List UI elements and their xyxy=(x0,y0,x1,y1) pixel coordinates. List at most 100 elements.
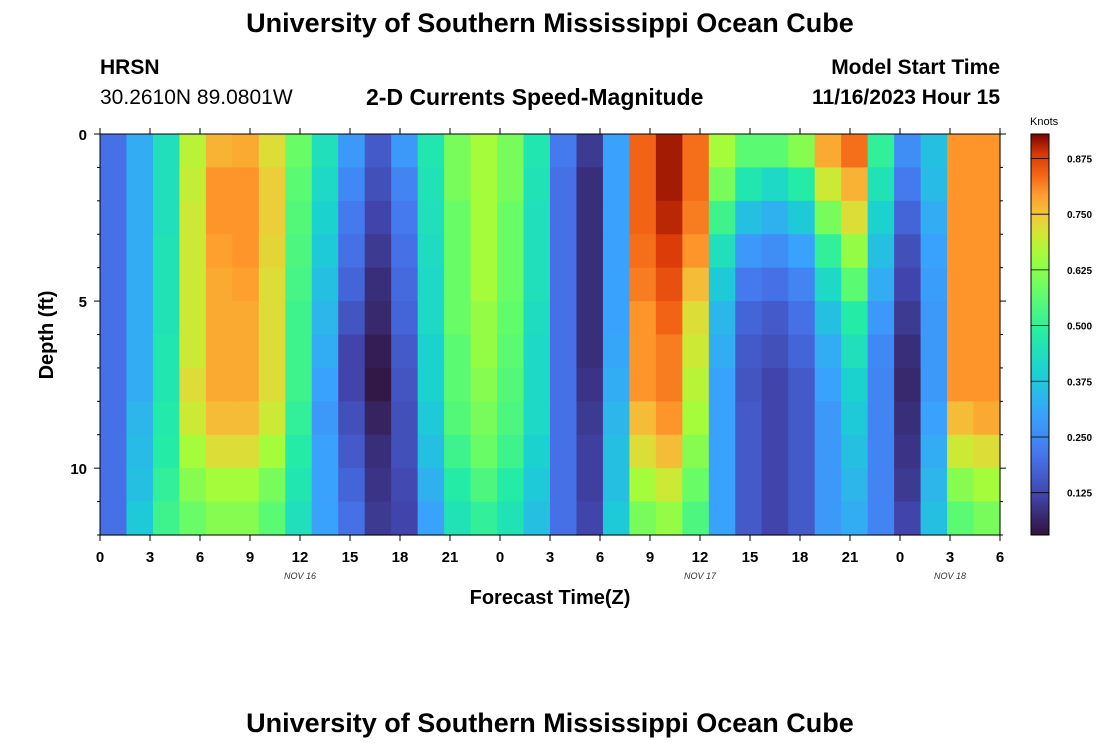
heatmap-cell xyxy=(973,167,1001,202)
heatmap-cell xyxy=(761,367,789,402)
colorbar: Knots 0.875 0.750 0.625 0.500 0.375 0.250 0.12… xyxy=(1030,116,1092,536)
heatmap-cell xyxy=(232,301,260,336)
heatmap-cell xyxy=(655,234,683,269)
heatmap-cell xyxy=(152,134,181,169)
heatmap-cell xyxy=(814,468,842,503)
heatmap-cell xyxy=(100,134,128,169)
heatmap-cell xyxy=(179,301,207,336)
heatmap-cell xyxy=(205,234,233,269)
heatmap-cell xyxy=(523,367,551,402)
colorbar-tick-label: 0.375 xyxy=(1067,377,1092,388)
heatmap-cell xyxy=(894,234,922,269)
heatmap-cell xyxy=(655,301,683,336)
heatmap-cell xyxy=(550,334,578,369)
date-label: NOV 17 xyxy=(684,571,717,581)
heatmap-cell xyxy=(338,401,366,436)
heatmap-cell xyxy=(470,167,498,202)
heatmap-cell xyxy=(867,468,895,503)
heatmap-cell xyxy=(735,401,763,436)
heatmap-cell xyxy=(788,200,816,235)
heatmap-cell xyxy=(179,501,207,536)
x-tick-label: 3 xyxy=(146,549,154,566)
heatmap-cell xyxy=(470,401,498,436)
heatmap-cell xyxy=(470,234,498,269)
page-title: University of Southern Mississippi Ocean… xyxy=(246,8,854,38)
heatmap-cell xyxy=(311,434,339,469)
heatmap-cell xyxy=(470,334,498,369)
heatmap-cell xyxy=(205,134,233,169)
heatmap-cell xyxy=(232,468,260,503)
heatmap-cell xyxy=(100,501,128,536)
heatmap-cell xyxy=(761,468,789,503)
heatmap-cell xyxy=(205,501,233,536)
heatmap-cell xyxy=(973,301,1001,336)
heatmap-cell xyxy=(285,468,313,503)
heatmap-cell xyxy=(311,334,339,369)
heatmap-cell xyxy=(179,234,207,269)
heatmap-cell xyxy=(152,434,181,469)
heatmap-cell xyxy=(973,234,1001,269)
heatmap-cell xyxy=(655,267,683,302)
heatmap-cell xyxy=(655,334,683,369)
heatmap-cell xyxy=(814,134,842,169)
heatmap-cell xyxy=(867,267,895,302)
heatmap-cell xyxy=(735,134,763,169)
heatmap-cell xyxy=(761,234,789,269)
heatmap-cell xyxy=(417,267,445,302)
heatmap-cell xyxy=(655,401,683,436)
heatmap-cell xyxy=(152,301,181,336)
heatmap-cell xyxy=(920,468,948,503)
heatmap-cell xyxy=(338,200,366,235)
heatmap-cell xyxy=(867,501,895,536)
heatmap-cell xyxy=(338,134,366,169)
heatmap-cell xyxy=(391,301,419,336)
heatmap-cell xyxy=(576,367,604,402)
heatmap-cell xyxy=(523,301,551,336)
model-start-label: Model Start Time xyxy=(831,56,1000,79)
heatmap-cell xyxy=(391,167,419,202)
heatmap-cell xyxy=(814,234,842,269)
heatmap-cell xyxy=(735,501,763,536)
heatmap-cell xyxy=(867,334,895,369)
heatmap-cell xyxy=(100,167,128,202)
heatmap-cell xyxy=(258,301,286,336)
x-tick-label: 0 xyxy=(96,549,104,566)
heatmap-cell xyxy=(232,200,260,235)
heatmap-cell xyxy=(788,401,816,436)
heatmap-cell xyxy=(550,267,578,302)
heatmap-cell xyxy=(629,267,657,302)
heatmap-cell xyxy=(761,301,789,336)
heatmap-cell xyxy=(338,301,366,336)
heatmap-cell xyxy=(814,334,842,369)
heatmap-cell xyxy=(947,301,975,336)
heatmap-cell xyxy=(258,167,286,202)
heatmap-cell xyxy=(550,301,578,336)
x-tick-label: 15 xyxy=(742,549,759,566)
heatmap-cell xyxy=(655,434,683,469)
x-tick-label: 0 xyxy=(496,549,504,566)
heatmap-cell xyxy=(100,334,128,369)
heatmap-cell xyxy=(947,234,975,269)
heatmap-cell xyxy=(629,334,657,369)
heatmap-cell xyxy=(735,434,763,469)
heatmap-cell xyxy=(788,334,816,369)
heatmap-cell xyxy=(391,401,419,436)
heatmap-cell xyxy=(655,167,683,202)
y-tick-label: 0 xyxy=(79,127,87,144)
heatmap-cell xyxy=(311,267,339,302)
heatmap-cell xyxy=(814,367,842,402)
heatmap-cell xyxy=(973,501,1001,536)
x-tick-label: 21 xyxy=(442,549,459,566)
heatmap-cell xyxy=(179,134,207,169)
heatmap-cell xyxy=(444,468,472,503)
heatmap-cell xyxy=(920,501,948,536)
station-coordinates: 30.2610N 89.0801W xyxy=(100,86,293,109)
heatmap-cell xyxy=(364,501,392,536)
heatmap-cell xyxy=(735,234,763,269)
heatmap-cell xyxy=(708,167,736,202)
heatmap-cell xyxy=(655,501,683,536)
heatmap-cell xyxy=(258,334,286,369)
heatmap-cell xyxy=(152,267,181,302)
heatmap-cell xyxy=(708,134,736,169)
x-tick-label: 6 xyxy=(196,549,204,566)
